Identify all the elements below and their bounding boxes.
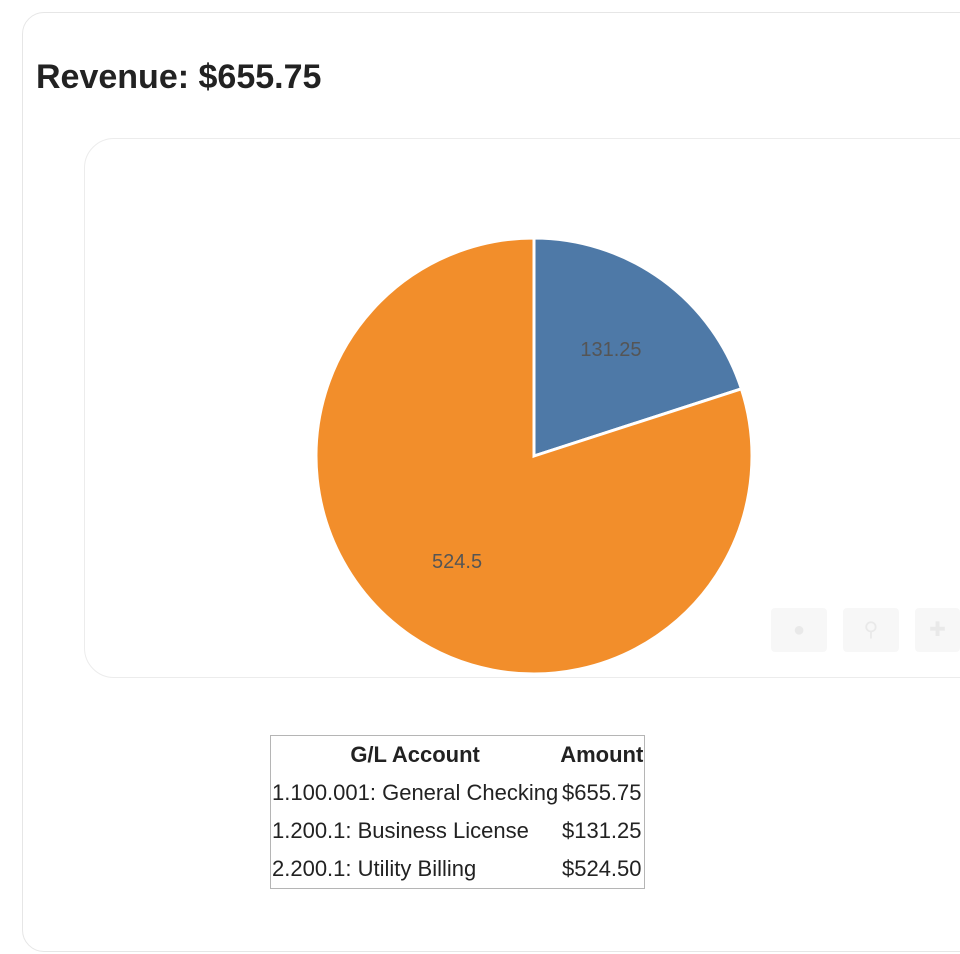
gl-account-cell: 1.200.1: Business License bbox=[272, 818, 529, 843]
gl-account-cell: 1.100.001: General Checking bbox=[272, 780, 559, 805]
slice-label-0: 131.25 bbox=[580, 339, 641, 361]
amount-cell: $524.50 bbox=[561, 856, 642, 881]
slice-label-1: 524.5 bbox=[432, 551, 482, 573]
amount-cell: $131.25 bbox=[561, 818, 642, 843]
column-header-gl-account: G/L Account bbox=[350, 742, 480, 767]
table-row: 1.100.001: General Checking $655.75 bbox=[271, 774, 644, 812]
gl-account-table: G/L Account Amount 1.100.001: General Ch… bbox=[270, 735, 646, 889]
camera-icon[interactable]: ● bbox=[771, 608, 827, 652]
pie-slice-1[interactable] bbox=[314, 236, 754, 676]
pan-icon[interactable]: ✚ bbox=[915, 608, 960, 652]
table-row: 1.200.1: Business License $131.25 bbox=[271, 812, 644, 850]
table-row: 2.200.1: Utility Billing $524.50 bbox=[271, 850, 644, 888]
pie-slice-0[interactable] bbox=[532, 236, 744, 459]
amount-cell: $655.75 bbox=[561, 780, 642, 805]
column-header-amount: Amount bbox=[560, 742, 644, 767]
table-header-row: G/L Account Amount bbox=[271, 736, 644, 774]
page-title: Revenue: $655.75 bbox=[36, 58, 322, 96]
zoom-icon[interactable]: ⚲ bbox=[843, 608, 899, 652]
gl-account-cell: 2.200.1: Utility Billing bbox=[272, 856, 477, 881]
